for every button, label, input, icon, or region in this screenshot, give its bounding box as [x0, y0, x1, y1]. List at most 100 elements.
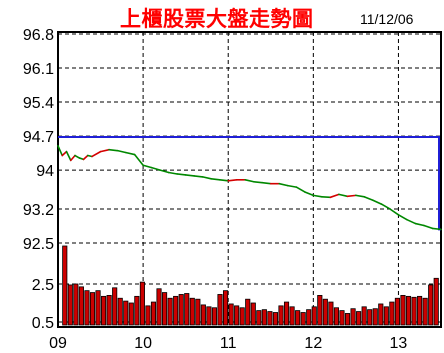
index-line-segment	[346, 194, 357, 198]
volume-bar	[101, 295, 107, 326]
index-line-segment	[125, 151, 136, 156]
index-line-segment	[380, 203, 391, 210]
volume-bar	[95, 290, 101, 326]
volume-bar	[283, 301, 290, 326]
index-line-segment	[338, 193, 349, 198]
volume-bar	[361, 306, 367, 326]
volume-bar	[84, 290, 90, 326]
volume-bar	[300, 312, 306, 326]
volume-bar	[156, 288, 162, 326]
plot-frame	[57, 31, 442, 328]
volume-bar	[162, 292, 168, 326]
index-line-segment	[99, 148, 110, 153]
volume-bar	[239, 307, 245, 326]
index-line-segment	[312, 194, 323, 198]
index-line-segment	[372, 199, 383, 205]
volume-bar	[311, 306, 317, 326]
index-line-segment	[389, 208, 400, 216]
y-tick-label: 96.1	[23, 61, 54, 78]
index-line-segment	[69, 154, 76, 162]
volume-bar	[195, 298, 201, 326]
index-line-segment	[184, 174, 195, 177]
volume-bar	[134, 295, 140, 326]
volume-bar	[405, 295, 412, 326]
index-line-segment	[304, 191, 315, 197]
index-line-segment	[431, 227, 442, 231]
volume-bar	[278, 305, 284, 326]
index-line-segment	[82, 154, 89, 161]
volume-bar	[422, 297, 428, 326]
volume-bar	[173, 295, 179, 326]
volume-bar	[378, 303, 384, 326]
volume-bar	[383, 306, 389, 326]
y-tick-label: 94.7	[23, 129, 54, 146]
x-tick-label: 11	[220, 335, 237, 352]
index-line-segment	[244, 179, 255, 183]
volume-bar	[428, 284, 434, 326]
volume-bar	[184, 293, 190, 326]
x-tick-label: 10	[134, 335, 152, 352]
volume-bar	[128, 302, 134, 326]
volume-bar	[78, 286, 84, 326]
index-line-segment	[65, 150, 72, 162]
index-line-segment	[150, 166, 161, 171]
volume-bar	[123, 300, 129, 326]
volume-bar	[372, 308, 378, 326]
index-line-segment	[74, 154, 81, 159]
x-tick-label: 09	[49, 335, 67, 352]
index-line-segment	[61, 150, 68, 157]
volume-bar	[234, 305, 240, 326]
volume-bar	[206, 306, 212, 326]
index-line-segment	[91, 150, 102, 158]
volume-bar	[317, 294, 323, 326]
index-line-segment	[227, 179, 238, 182]
volume-bar	[67, 284, 73, 326]
y-tick-label: 95.4	[23, 95, 54, 112]
volume-bar	[200, 304, 206, 326]
volume-bar	[272, 312, 279, 326]
volume-bar	[250, 302, 256, 326]
volume-bar	[411, 296, 417, 326]
index-line-segment	[414, 222, 425, 227]
index-line-segment	[278, 182, 289, 187]
volume-bar	[73, 283, 79, 326]
volume-bar	[106, 294, 112, 326]
index-line-segment	[286, 184, 298, 188]
volume-bars-layer	[62, 245, 439, 326]
y-tick-label: 96.8	[23, 27, 54, 44]
volume-bar	[367, 309, 373, 326]
volume-bar	[211, 307, 218, 326]
index-line-segment	[201, 176, 212, 180]
volume-bar	[139, 281, 145, 326]
index-line-segment	[108, 148, 119, 152]
index-line-segment	[363, 196, 374, 202]
index-line-segment	[210, 178, 221, 181]
index-line-segment	[397, 214, 408, 221]
volume-bar	[167, 297, 173, 326]
volume-bar	[256, 310, 262, 326]
index-line-layer	[57, 144, 442, 231]
index-line-segment	[167, 171, 178, 175]
index-line-segment	[406, 218, 417, 225]
volume-bar	[178, 294, 184, 326]
volume-bar	[433, 277, 439, 326]
volume-bar	[117, 297, 123, 326]
volume-bar	[322, 298, 328, 326]
volume-bar	[389, 301, 395, 326]
index-line-segment	[116, 149, 127, 154]
index-line-segment	[423, 224, 434, 230]
index-line-segment	[261, 181, 272, 185]
volume-bar	[267, 311, 273, 326]
volume-bar	[333, 307, 339, 326]
volume-bar	[89, 292, 96, 326]
volume-bar	[145, 305, 151, 326]
y-tick-label: 93.2	[23, 202, 54, 219]
volume-bar	[339, 310, 345, 326]
y-tick-label: 92.5	[23, 236, 54, 253]
x-tick-label: 12	[304, 335, 322, 352]
volume-bar	[62, 245, 68, 326]
volume-bar	[261, 309, 267, 326]
volume-bar	[189, 297, 195, 326]
y-tick-label: 94	[36, 163, 54, 180]
